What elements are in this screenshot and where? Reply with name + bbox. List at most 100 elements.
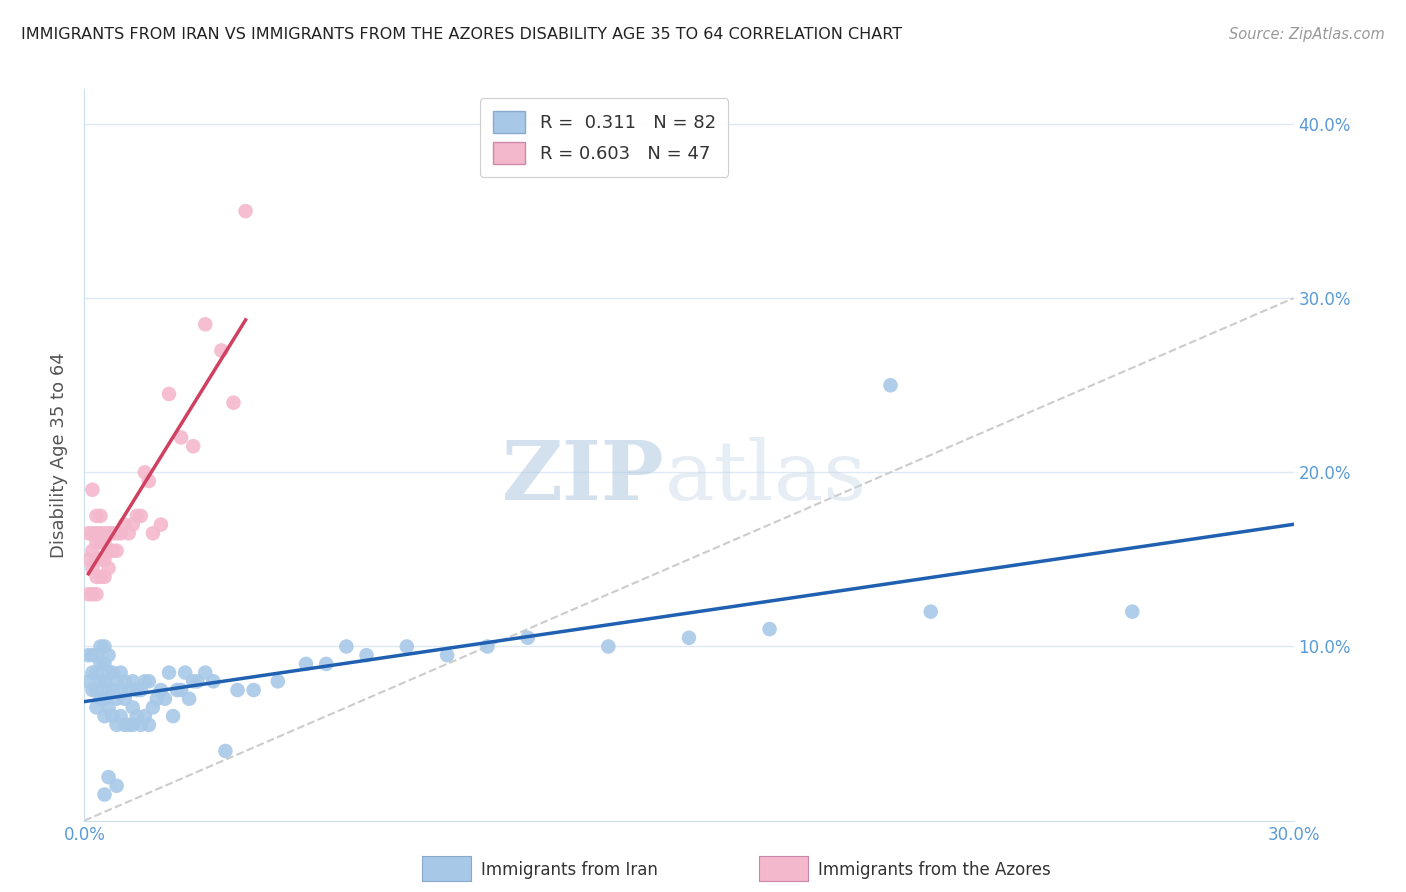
Point bbox=[242, 683, 264, 698]
Point bbox=[97, 700, 120, 714]
Text: Immigrants from Iran: Immigrants from Iran bbox=[481, 861, 658, 879]
Point bbox=[110, 665, 132, 680]
Point bbox=[97, 561, 120, 575]
Point bbox=[105, 691, 128, 706]
Point bbox=[93, 709, 115, 723]
Text: IMMIGRANTS FROM IRAN VS IMMIGRANTS FROM THE AZORES DISABILITY AGE 35 TO 64 CORRE: IMMIGRANTS FROM IRAN VS IMMIGRANTS FROM … bbox=[21, 27, 903, 42]
Point bbox=[436, 648, 458, 663]
Point bbox=[129, 508, 152, 523]
Point bbox=[86, 648, 108, 663]
Point bbox=[1121, 605, 1143, 619]
Point bbox=[118, 718, 141, 732]
Point bbox=[89, 570, 111, 584]
Point bbox=[97, 543, 120, 558]
Point bbox=[89, 508, 111, 523]
Point bbox=[89, 640, 111, 654]
Point bbox=[129, 683, 152, 698]
Point bbox=[82, 587, 104, 601]
Point bbox=[77, 552, 100, 566]
Point bbox=[86, 587, 108, 601]
Point bbox=[920, 605, 942, 619]
Point bbox=[114, 718, 136, 732]
Point bbox=[758, 622, 780, 636]
Point bbox=[97, 770, 120, 784]
Point bbox=[86, 535, 108, 549]
Point bbox=[89, 691, 111, 706]
Legend: R =  0.311   N = 82, R = 0.603   N = 47: R = 0.311 N = 82, R = 0.603 N = 47 bbox=[479, 98, 728, 177]
Point bbox=[86, 526, 108, 541]
Point bbox=[194, 665, 217, 680]
Point bbox=[101, 526, 124, 541]
Point bbox=[93, 570, 115, 584]
Point bbox=[118, 526, 141, 541]
Point bbox=[89, 657, 111, 671]
Point bbox=[105, 779, 128, 793]
Point bbox=[186, 674, 208, 689]
Point bbox=[93, 691, 115, 706]
Point bbox=[118, 683, 141, 698]
Point bbox=[86, 665, 108, 680]
Point bbox=[121, 674, 143, 689]
Point bbox=[516, 631, 538, 645]
Point bbox=[82, 648, 104, 663]
Point bbox=[134, 466, 156, 480]
Point bbox=[110, 526, 132, 541]
Point bbox=[114, 674, 136, 689]
Point bbox=[267, 674, 290, 689]
Point bbox=[170, 683, 193, 698]
Point bbox=[315, 657, 337, 671]
Point bbox=[77, 674, 100, 689]
Text: ZIP: ZIP bbox=[502, 437, 665, 516]
Point bbox=[93, 788, 115, 802]
Point bbox=[157, 387, 180, 401]
Point bbox=[149, 517, 172, 532]
Point bbox=[235, 204, 257, 219]
Point bbox=[202, 674, 225, 689]
Point bbox=[678, 631, 700, 645]
Point bbox=[125, 709, 148, 723]
Point bbox=[209, 343, 232, 358]
Point bbox=[179, 691, 201, 706]
Point bbox=[153, 691, 176, 706]
Point bbox=[97, 526, 120, 541]
Point bbox=[138, 718, 160, 732]
Point bbox=[114, 517, 136, 532]
Point bbox=[121, 718, 143, 732]
Point bbox=[114, 691, 136, 706]
Point bbox=[82, 526, 104, 541]
Point bbox=[125, 683, 148, 698]
Point bbox=[89, 674, 111, 689]
Point bbox=[879, 378, 901, 392]
Point bbox=[101, 709, 124, 723]
Point bbox=[162, 709, 184, 723]
Point bbox=[89, 552, 111, 566]
Point bbox=[86, 508, 108, 523]
Point bbox=[110, 709, 132, 723]
Point bbox=[97, 683, 120, 698]
Point bbox=[105, 674, 128, 689]
Y-axis label: Disability Age 35 to 64: Disability Age 35 to 64 bbox=[51, 352, 69, 558]
Point bbox=[101, 683, 124, 698]
Point bbox=[110, 683, 132, 698]
Point bbox=[181, 674, 204, 689]
Point bbox=[86, 552, 108, 566]
Point bbox=[598, 640, 620, 654]
Point bbox=[181, 439, 204, 453]
Point bbox=[105, 526, 128, 541]
Text: Immigrants from the Azores: Immigrants from the Azores bbox=[818, 861, 1052, 879]
Point bbox=[214, 744, 236, 758]
Point bbox=[101, 543, 124, 558]
Point bbox=[86, 700, 108, 714]
Point bbox=[82, 561, 104, 575]
Point bbox=[149, 683, 172, 698]
Point bbox=[194, 318, 217, 332]
Point bbox=[93, 552, 115, 566]
Point bbox=[89, 526, 111, 541]
Point bbox=[121, 517, 143, 532]
Point bbox=[134, 674, 156, 689]
Point bbox=[101, 665, 124, 680]
Point bbox=[93, 657, 115, 671]
Point bbox=[356, 648, 378, 663]
Point bbox=[335, 640, 357, 654]
Point bbox=[166, 683, 188, 698]
